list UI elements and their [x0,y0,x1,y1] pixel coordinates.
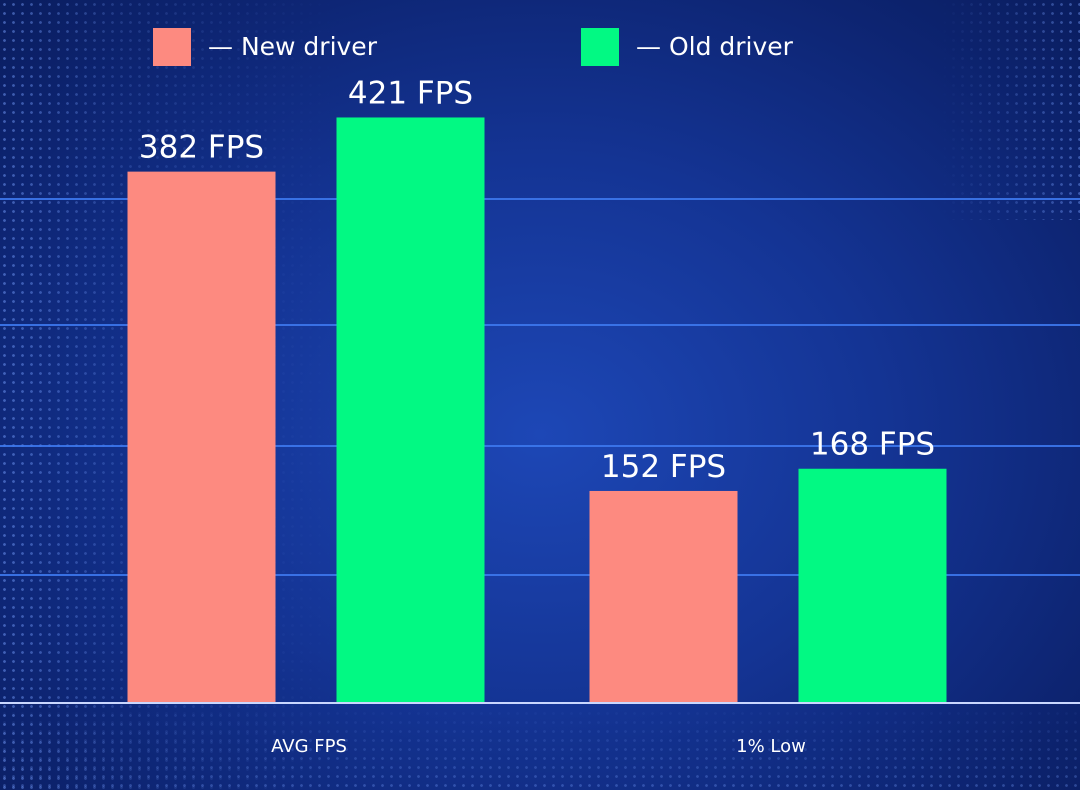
x-tick-label-1: 1% Low [736,736,806,757]
data-label-new-0: 382 FPS [139,130,264,166]
legend-swatch-old [581,28,619,66]
legend: — New driver — Old driver [153,28,794,66]
x-axis: AVG FPS 1% Low [0,702,1080,757]
bar-old-1 [798,468,947,702]
bars [127,117,947,703]
x-tick-label-0: AVG FPS [271,736,347,757]
legend-label-new: — New driver [208,32,378,61]
legend-label-old: — Old driver [636,32,794,61]
data-label-new-1: 152 FPS [601,449,726,485]
data-label-old-1: 168 FPS [810,427,935,463]
bar-new-0 [127,171,276,703]
bar-new-1 [589,490,738,702]
data-labels: 382 FPS 421 FPS 152 FPS 168 FPS [139,75,935,484]
data-label-old-0: 421 FPS [348,75,473,111]
legend-swatch-new [153,28,191,66]
bar-old-0 [336,117,485,703]
